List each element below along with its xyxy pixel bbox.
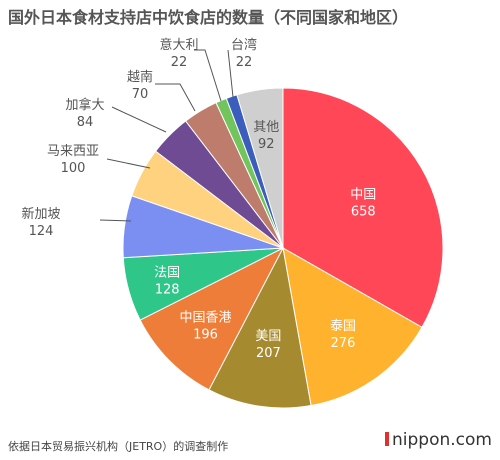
leader-lines (99, 49, 234, 222)
slice-label-11: 其他 (253, 120, 279, 135)
brand-domain: .com (450, 430, 492, 450)
leader-line-10 (227, 49, 234, 98)
slice-label-6: 马来西亚 (47, 144, 99, 159)
slice-label-8: 越南 (127, 69, 153, 85)
slice-label-7: 加拿大 (65, 97, 104, 113)
slice-value-0: 658 (351, 204, 376, 219)
slice-value-9: 22 (171, 55, 188, 70)
leader-line-8 (155, 83, 196, 112)
slice-value-10: 22 (236, 55, 253, 70)
slice-label-10: 台湾 (231, 37, 257, 53)
slice-value-4: 128 (155, 282, 180, 297)
brand-name: nippon (392, 430, 451, 450)
slice-label-9: 意大利 (159, 37, 198, 53)
slice-0 (282, 87, 444, 328)
slice-label-5: 新加坡 (21, 206, 60, 222)
pie-slices (122, 87, 444, 409)
slice-label-0: 中国 (350, 187, 376, 202)
slice-value-11: 92 (258, 137, 275, 152)
slice-3 (139, 246, 285, 391)
slice-label-2: 美国 (255, 329, 281, 344)
slice-value-6: 100 (61, 161, 86, 176)
chart-title: 国外日本食材支持店中饮食店的数量（不同国家和地区） (8, 8, 409, 27)
pie-chart: 中国 658 泰国 276 美国 207 中国香港 196 法国 128 新加坡 124 马来西亚 100… (21, 37, 444, 409)
slice-value-7: 84 (77, 115, 94, 130)
slice-value-3: 196 (193, 327, 218, 342)
slice-labels: 中国 658 泰国 276 美国 207 中国香港 196 法国 128 新加坡 124 马来西亚 100… (21, 37, 376, 361)
brand-mark-icon (385, 432, 390, 446)
slice-1 (282, 247, 423, 407)
leader-line-9 (194, 49, 222, 102)
slice-value-1: 276 (331, 336, 356, 351)
brand-logo[interactable]: nippon.com (385, 430, 492, 450)
slice-label-4: 法国 (154, 265, 180, 280)
source-note: 依据日本贸易振兴机构（JETRO）的调查制作 (8, 440, 229, 453)
slice-11 (236, 87, 284, 249)
slice-value-5: 124 (29, 224, 54, 239)
leader-line-6 (106, 158, 151, 169)
slice-label-1: 泰国 (330, 319, 356, 334)
slice-value-8: 70 (132, 87, 149, 102)
leader-line-7 (111, 106, 167, 133)
slice-value-2: 207 (256, 346, 281, 361)
slice-2 (208, 246, 312, 409)
slice-label-3: 中国香港 (180, 310, 232, 325)
leader-line-5 (99, 219, 132, 222)
